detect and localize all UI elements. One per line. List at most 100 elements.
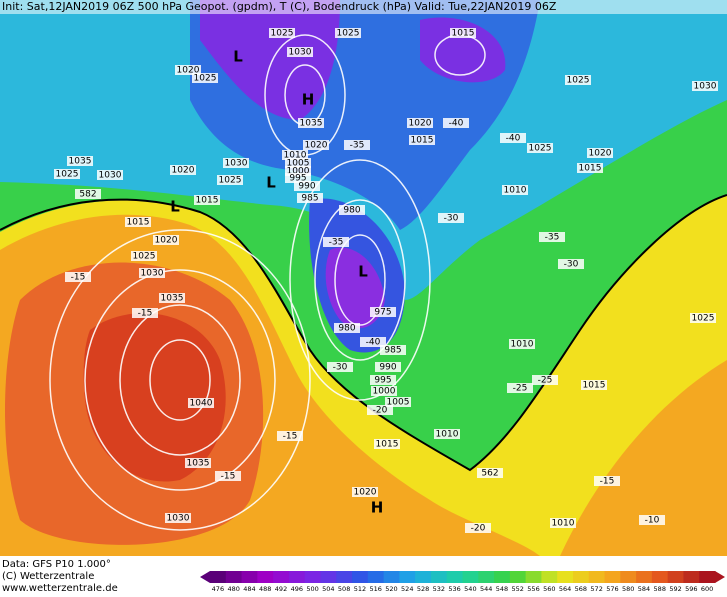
isoline-label: 1025	[565, 75, 591, 86]
label-box	[298, 118, 324, 128]
isoline-label: 975	[370, 307, 396, 318]
label-box	[335, 28, 361, 38]
isoline-label-text: 1015	[376, 440, 399, 450]
isoline-label: 1000	[371, 386, 397, 397]
label-box	[97, 170, 123, 180]
isoline-label-text: -25	[538, 376, 553, 386]
isoline-label-text: -40	[366, 338, 381, 348]
label-box	[125, 217, 151, 227]
label-box	[500, 133, 526, 143]
isoline-label: 985	[297, 193, 323, 204]
colorbar-swatch	[620, 571, 637, 583]
colorbar-tick-label: 492	[275, 585, 287, 593]
colorbar-tick-label: 568	[575, 585, 587, 593]
colorbar-swatch	[367, 571, 385, 583]
label-box	[277, 431, 303, 441]
label-box	[339, 205, 365, 215]
label-box	[539, 232, 565, 242]
isoline-label: 1015	[450, 28, 476, 39]
label-box	[450, 28, 476, 38]
colorbar-swatch	[320, 571, 337, 583]
isoline-label: 1035	[159, 293, 185, 304]
pressure-center: L	[233, 48, 243, 66]
isoline-label-text: 1015	[127, 218, 150, 228]
label-box	[192, 73, 218, 83]
label-box	[509, 339, 535, 349]
isoline-label-text: 1040	[190, 399, 213, 409]
isoline-label-text: -15	[283, 432, 298, 442]
label-box	[217, 175, 243, 185]
colorbar-swatch	[541, 571, 558, 583]
isoline-label: 1015	[194, 195, 220, 206]
colorbar: 476 480 484 488 492 496 500 504 508 512 516 520 524 5…	[200, 571, 725, 593]
isoline-label: 1020	[407, 118, 433, 129]
isoline-label: -20	[465, 523, 491, 534]
isoline-label-text: -15	[71, 273, 86, 283]
isoline-label: 1015	[409, 135, 435, 146]
colorbar-swatch	[446, 571, 463, 583]
colorbar-tick-label: 536	[448, 585, 460, 593]
isoline-label: 1030	[223, 158, 249, 169]
isoline-label-text: 1020	[305, 141, 328, 151]
colorbar-tick-label: 580	[622, 585, 634, 593]
isoline-label: 1015	[577, 163, 603, 174]
label-box	[188, 398, 214, 408]
isoline-label: -30	[558, 259, 584, 270]
colorbar-swatch	[604, 571, 621, 583]
isoline-label-text: 1025	[337, 29, 360, 39]
isoline-label: 1010	[434, 429, 460, 440]
isoline-label-text: -15	[138, 309, 153, 319]
colorbar-tick-label: 540	[464, 585, 476, 593]
label-box	[294, 181, 320, 191]
colorbar-tick-label: 544	[480, 585, 492, 593]
isoline-label: -15	[132, 308, 158, 319]
isoline-label: -30	[438, 213, 464, 224]
label-box	[371, 386, 397, 396]
isoline-label: 1015	[581, 380, 607, 391]
isoline-label: -10	[639, 515, 665, 526]
label-box	[67, 156, 93, 166]
label-box	[690, 313, 716, 323]
label-box	[385, 397, 411, 407]
label-box	[434, 429, 460, 439]
colorbar-tick-label: 572	[590, 585, 602, 593]
label-box	[344, 140, 370, 150]
header-bar	[0, 0, 727, 14]
isoline-label: -15	[65, 272, 91, 283]
label-box	[139, 268, 165, 278]
isoline-label: 1025	[335, 28, 361, 39]
colorbar-tick-label: 584	[638, 585, 650, 593]
isoline-label: 990	[375, 362, 401, 373]
isoline-label-text: 1030	[225, 159, 248, 169]
isoline-label: -15	[215, 471, 241, 482]
isoline-label: 1020	[153, 235, 179, 246]
label-box	[131, 251, 157, 261]
colorbar-swatch	[588, 571, 606, 583]
isoline-label-text: 985	[301, 194, 318, 204]
label-box	[352, 487, 378, 497]
label-box	[375, 362, 401, 372]
isoline-label-text: 562	[481, 469, 498, 479]
colorbar-tick-label: 588	[654, 585, 666, 593]
label-box	[54, 169, 80, 179]
isoline-label-text: 582	[79, 190, 96, 200]
label-box	[285, 158, 311, 168]
colorbar-tick-label: 552	[512, 585, 524, 593]
colorbar-tick-label: 488	[259, 585, 271, 593]
isoline-label: 582	[75, 189, 101, 200]
colorbar-swatch	[399, 571, 416, 583]
isoline-label-text: 1025	[692, 314, 715, 324]
isoline-label-text: 1035	[187, 459, 210, 469]
colorbar-swatch	[415, 571, 432, 583]
isoline-label-text: 995	[374, 376, 391, 386]
label-box	[287, 47, 313, 57]
isoline-label-text: -40	[506, 134, 521, 144]
label-box	[507, 383, 533, 393]
colorbar-swatch	[383, 571, 400, 583]
isoline-label-text: 1005	[387, 398, 410, 408]
label-box	[532, 375, 558, 385]
isoline-label: 1025	[192, 73, 218, 84]
header-title: Init: Sat,12JAN2019 06Z 500 hPa Geopot. …	[2, 0, 557, 13]
colorbar-tick-label: 516	[369, 585, 381, 593]
